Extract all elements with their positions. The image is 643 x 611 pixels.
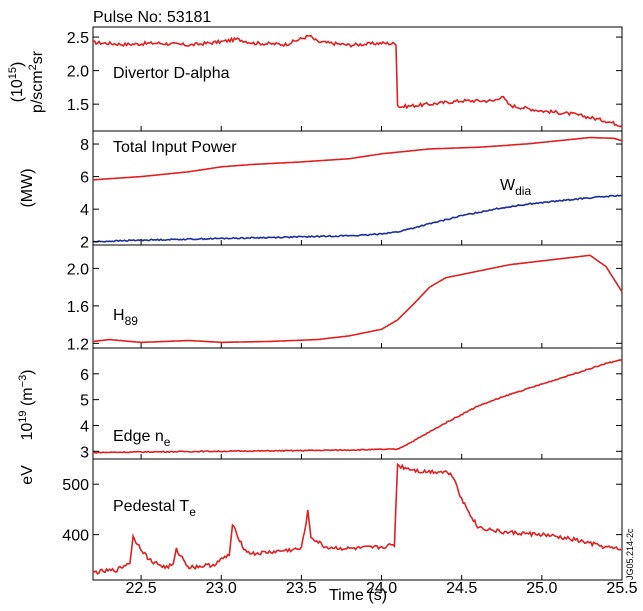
series-line-power-1 [92,194,623,243]
series-line-dalpha-0 [93,34,623,128]
y-axis-label-power: (MW) [19,168,36,207]
y-tick-label: 500 [62,477,89,494]
annotation-wdia-text: W [500,177,516,194]
annotation-pedestal-te: Pedestal Te [113,498,196,519]
y-axis-label-te-part: eV [19,465,36,485]
panel-frame-te [92,458,623,581]
y-tick-label: 3 [80,444,89,461]
annotation-total-input-power-text: Total Input Power [113,139,237,156]
annotation-h89-subscript: 89 [125,314,139,328]
annotation-divertor-dalpha-text: Divertor D-alpha [113,65,230,82]
y-axis-label-ne-part: 19 [17,410,29,422]
y-tick-label: 8 [80,137,89,154]
annotation-wdia: Wdia [500,177,531,198]
y-tick-label: 2 [80,235,89,252]
annotation-wdia-subscript: dia [515,184,531,198]
series-line-h89-0 [92,254,623,344]
y-tick-label: 400 [62,528,89,545]
annotation-total-input-power: Total Input Power [113,139,237,156]
y-axis-label-power-part: (MW) [19,168,36,207]
y-axis-label-part: 2 [27,64,39,70]
x-tick-label: 23.5 [286,580,317,597]
pulse-number-label: Pulse No: 53181 [93,9,211,26]
y-axis-label-ne-part: −3 [17,375,29,388]
x-tick-label: 23.0 [206,580,237,597]
y-axis-label-dalpha-line1: (1015) [7,62,26,103]
y-tick-label: 2.0 [67,64,89,81]
y-tick-label: 4 [80,202,89,219]
x-tick-label: 24.5 [446,580,477,597]
panel-frame-ne [92,347,623,460]
y-axis-label-part: p/scm [29,70,46,113]
annotation-edge-ne-text: Edge n [113,428,164,445]
annotation-edge-ne-subscript: e [164,435,171,449]
annotation-divertor-dalpha: Divertor D-alpha [113,65,230,82]
x-tick-label: 25.5 [606,580,637,597]
annotation-h89-text: H [113,307,125,324]
y-axis-label-ne-part: ) [19,369,36,374]
y-axis-label-part: sr [29,50,46,64]
series-line-ne-0 [93,358,623,454]
y-tick-label: 1.2 [67,336,89,353]
y-tick-label: 2.5 [67,30,89,47]
series-line-te-0 [92,462,623,575]
y-tick-label: 1.6 [67,299,89,316]
y-axis-label-part: (10 [9,79,26,102]
y-axis-label-ne-part: 10 [19,423,36,441]
y-axis-label-ne-part: (m [19,387,36,410]
y-tick-label: 1.5 [67,97,89,114]
annotation-edge-ne: Edge ne [113,428,171,449]
annotation-h89: H89 [113,307,138,328]
y-tick-label: 5 [80,393,89,410]
y-axis-label-dalpha-line2: p/scm2sr [27,50,46,113]
series-line-power-0 [92,136,623,181]
y-axis-label-te: eV [19,465,36,485]
y-axis-label-part: 15 [7,67,19,79]
y-tick-label: 2.0 [67,261,89,278]
annotation-pedestal-te-text: Pedestal T [113,498,189,515]
x-tick-label: 25.0 [526,580,557,597]
figure-id-watermark: JG05.214-2c [625,528,635,580]
y-tick-label: 6 [80,170,89,187]
y-axis-label-part: ) [9,62,26,67]
y-tick-label: 6 [80,367,89,384]
annotation-pedestal-te-subscript: e [189,505,196,519]
y-tick-label: 4 [80,418,89,435]
y-axis-label-ne: 1019 (m−3) [17,369,36,440]
x-axis-label: Time (s) [329,587,387,604]
x-tick-label: 24.0 [366,580,397,597]
x-tick-label: 22.5 [126,580,157,597]
